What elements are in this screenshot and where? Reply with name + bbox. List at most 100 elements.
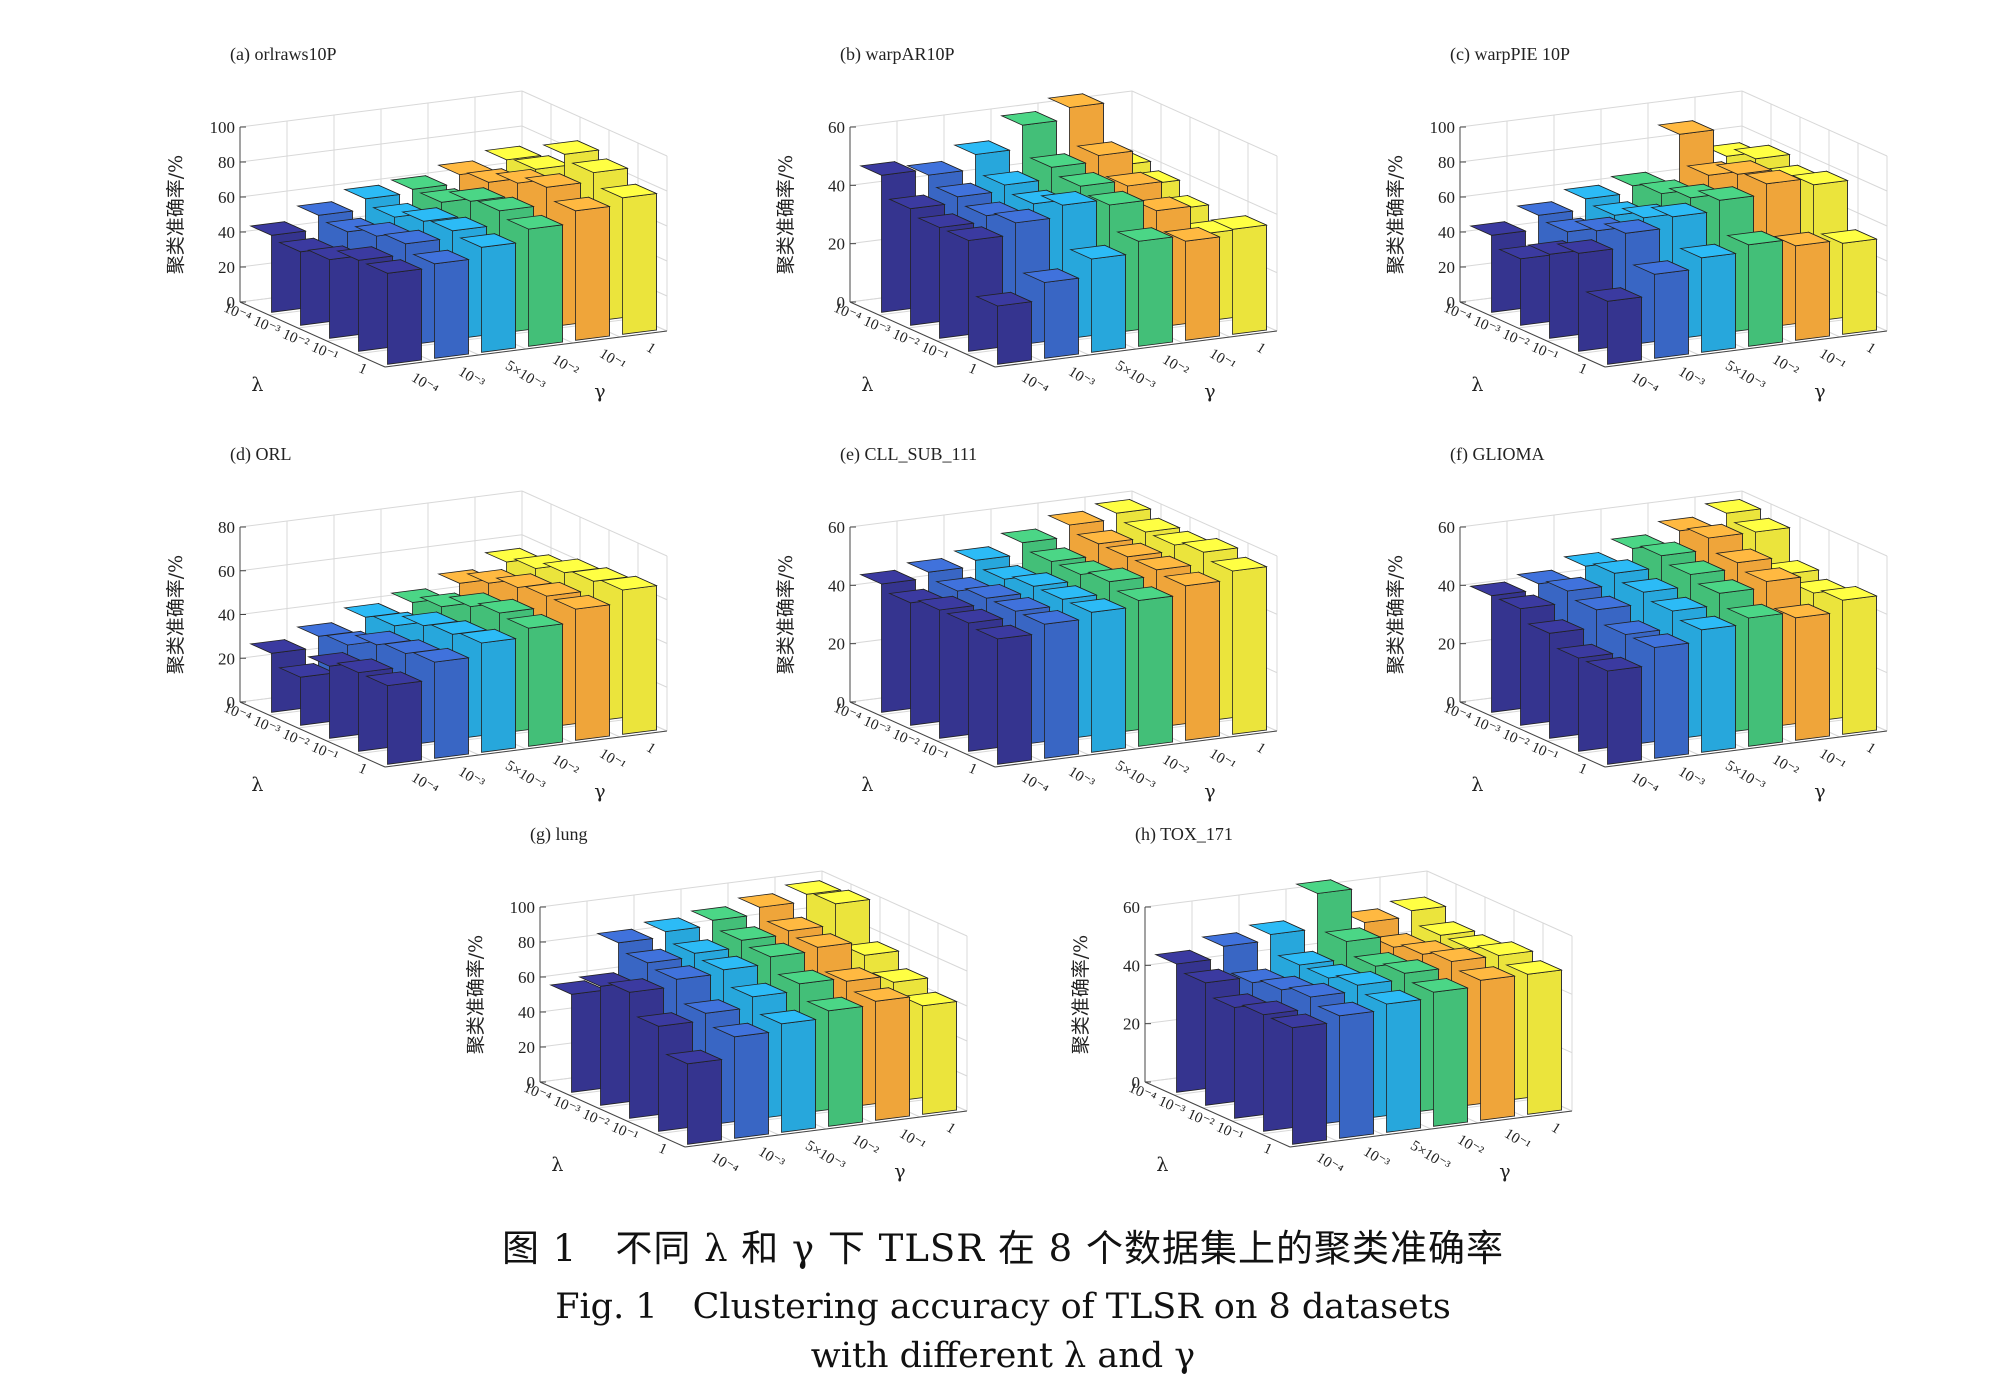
lambda-tick-label: 10⁻¹ — [1529, 739, 1561, 765]
gamma-axis-symbol: γ — [894, 1160, 905, 1182]
lambda-axis-symbol: λ — [861, 774, 873, 796]
gamma-tick-label: 10⁻⁴ — [1628, 770, 1660, 798]
lambda-tick-label: 1 — [1576, 760, 1589, 778]
z-tick-label: 0 — [1447, 693, 1456, 712]
chart-panel-h: 0 20 40 60 聚类准确率/% (h) TOX_171 10⁻⁴ 10⁻³ 10⁻² 10⁻… — [1045, 820, 1573, 1195]
bar — [712, 1022, 770, 1139]
lambda-tick-label: 10⁻³ — [1471, 713, 1503, 739]
z-tick-label: 40 — [1438, 576, 1455, 595]
z-tick-label: 0 — [837, 293, 846, 312]
floor-axes — [1459, 701, 1888, 768]
chart-panel-a: 0 20 40 60 80 100 聚类准确率/% (a) orlraws10P 10⁻⁴ 10⁻… — [140, 40, 668, 415]
gamma-tick-label: 10⁻² — [549, 752, 581, 780]
z-tick-label: 60 — [828, 118, 845, 137]
bar — [665, 1049, 723, 1145]
z-tick-label: 0 — [1132, 1073, 1141, 1092]
lambda-tick-label: 10⁻⁴ — [221, 700, 253, 726]
lambda-tick-label: 10⁻³ — [251, 313, 283, 339]
chart-title: (e) CLL_SUB_111 — [840, 444, 977, 465]
lambda-tick-label: 1 — [966, 360, 979, 378]
floor-axes — [539, 1081, 968, 1148]
lambda-axis-symbol: λ — [1471, 774, 1483, 796]
gamma-tick-label: 1 — [1548, 1120, 1563, 1138]
figure-caption-chinese: 图 1 不同 λ 和 γ 下 TLSR 在 8 个数据集上的聚类准确率 — [502, 1227, 1504, 1270]
floor-axes — [239, 301, 668, 368]
gamma-tick-label: 10⁻⁴ — [1018, 770, 1050, 798]
z-axis-label: 聚类准确率/% — [465, 935, 487, 1054]
z-tick-label: 60 — [1123, 898, 1140, 917]
z-axis-label: 聚类准确率/% — [775, 155, 797, 274]
chart-title: (c) warpPIE 10P — [1450, 44, 1570, 65]
z-tick-label: 60 — [218, 188, 235, 207]
chart-title: (g) lung — [530, 824, 588, 845]
gamma-tick-label: 5×10⁻³ — [1112, 358, 1158, 395]
bar — [1317, 1001, 1375, 1139]
lambda-tick-label: 10⁻¹ — [919, 739, 951, 765]
gamma-tick-label: 1 — [1253, 340, 1268, 358]
bar — [1773, 603, 1831, 741]
bar — [946, 608, 1004, 752]
gamma-tick-label: 10⁻³ — [1675, 364, 1707, 392]
gamma-tick-label: 10⁻¹ — [1816, 346, 1848, 374]
z-tick-label: 20 — [828, 635, 845, 654]
chart-title: (f) GLIOMA — [1450, 444, 1544, 465]
bar — [1022, 268, 1080, 359]
lambda-tick-label: 1 — [356, 760, 369, 778]
gamma-tick-label: 10⁻³ — [755, 1144, 787, 1172]
bars — [249, 547, 658, 765]
bars — [1469, 498, 1878, 765]
lambda-tick-label: 10⁻² — [890, 326, 922, 352]
z-tick-label: 20 — [1123, 1015, 1140, 1034]
bar — [553, 594, 611, 741]
chart-panel-c: 0 20 40 60 80 100 聚类准确率/% (c) warpPIE 10P 10⁻⁴ 10… — [1360, 40, 1888, 415]
chart-panel-f: 0 20 40 60 聚类准确率/% (f) GLIOMA 10⁻⁴ 10⁻³ 10⁻² 10⁻¹… — [1360, 440, 1888, 815]
bar — [917, 595, 975, 739]
gamma-tick-label: 10⁻² — [1769, 752, 1801, 780]
gamma-axis-symbol: γ — [1204, 780, 1215, 802]
gamma-tick-label: 10⁻¹ — [1206, 346, 1238, 374]
z-axis: 0 20 40 60 聚类准确率/% — [775, 118, 856, 312]
gamma-tick-label: 10⁻³ — [1675, 764, 1707, 792]
z-axis: 0 20 40 60 聚类准确率/% — [1385, 518, 1466, 712]
chart-panel-e: 0 20 40 60 聚类准确率/% (e) CLL_SUB_111 10⁻⁴ 10⁻³ 10⁻… — [750, 440, 1278, 815]
chart-title: (d) ORL — [230, 444, 292, 465]
z-tick-label: 60 — [1438, 518, 1455, 537]
bar — [1210, 556, 1268, 735]
gamma-tick-label: 5×10⁻³ — [1112, 758, 1158, 795]
z-tick-label: 40 — [1438, 223, 1455, 242]
lambda-tick-label: 10⁻² — [890, 726, 922, 752]
z-tick-label: 40 — [828, 576, 845, 595]
bar — [1726, 603, 1784, 747]
lambda-axis-symbol: λ — [1156, 1154, 1168, 1176]
lambda-tick-label: 10⁻¹ — [309, 339, 341, 365]
lambda-tick-label: 10⁻³ — [861, 713, 893, 739]
z-tick-label: 40 — [218, 606, 235, 625]
lambda-tick-label: 10⁻² — [1500, 726, 1532, 752]
z-tick-label: 60 — [828, 518, 845, 537]
z-axis-label: 聚类准确率/% — [165, 155, 187, 274]
gamma-axis-symbol: γ — [1499, 1160, 1510, 1182]
bar — [1210, 215, 1268, 335]
gamma-tick-label: 1 — [1863, 340, 1878, 358]
bar — [975, 624, 1033, 765]
bar — [1116, 586, 1174, 747]
lambda-tick-label: 10⁻¹ — [609, 1119, 641, 1145]
bar — [1527, 240, 1585, 339]
bar — [859, 160, 917, 313]
bar — [806, 996, 864, 1127]
gamma-tick-label: 10⁻³ — [1065, 764, 1097, 792]
gamma-tick-label: 10⁻¹ — [596, 746, 628, 774]
bar — [1632, 260, 1690, 359]
chart-title: (b) warpAR10P — [840, 44, 955, 65]
bar — [1364, 989, 1422, 1133]
z-axis-label: 聚类准确率/% — [1385, 555, 1407, 674]
bar — [1505, 960, 1563, 1115]
z-axis: 0 20 40 60 80 100 聚类准确率/% — [465, 898, 546, 1092]
bar — [365, 671, 423, 765]
z-axis-label: 聚类准确率/% — [1385, 155, 1407, 274]
gamma-tick-label: 5×10⁻³ — [802, 1138, 848, 1175]
gamma-tick-label: 5×10⁻³ — [1722, 358, 1768, 395]
